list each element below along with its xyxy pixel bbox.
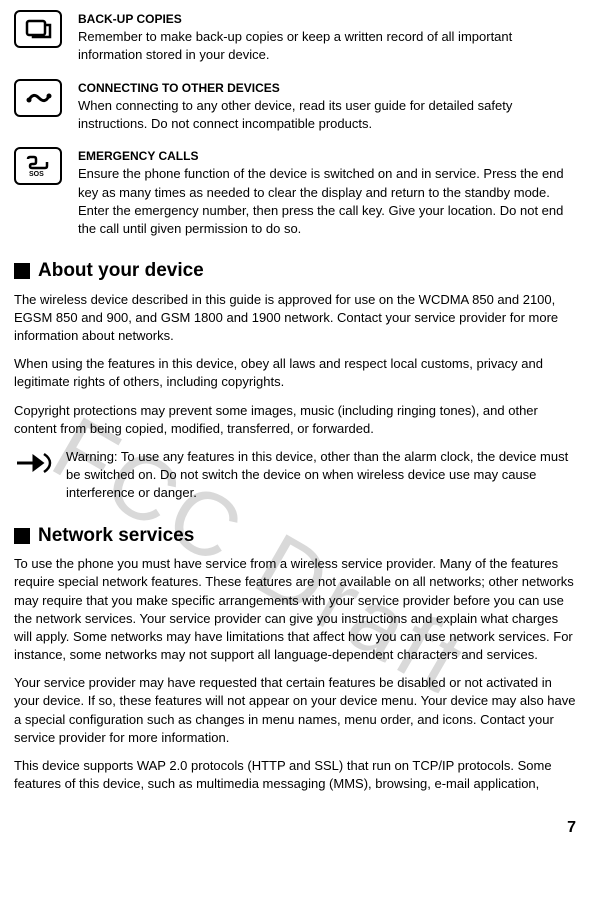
section2-p3: This device supports WAP 2.0 protocols (… xyxy=(14,757,576,793)
info-block-sos: SOS EMERGENCY CALLS Ensure the phone fun… xyxy=(14,147,576,238)
svg-text:SOS: SOS xyxy=(29,171,44,178)
section1-p2: When using the features in this device, … xyxy=(14,355,576,391)
info-block-connect: CONNECTING TO OTHER DEVICES When connect… xyxy=(14,79,576,134)
connect-icon xyxy=(14,79,62,117)
block-title: BACK-UP COPIES xyxy=(78,12,182,26)
section-about-title: About your device xyxy=(14,258,576,285)
info-block-backup: BACK-UP COPIES Remember to make back-up … xyxy=(14,10,576,65)
section2-p2: Your service provider may have requested… xyxy=(14,674,576,747)
section-title-text: About your device xyxy=(38,258,204,285)
block-body: When connecting to any other device, rea… xyxy=(78,98,512,131)
block-title: CONNECTING TO OTHER DEVICES xyxy=(78,81,280,95)
backup-icon xyxy=(14,10,62,48)
sos-icon: SOS xyxy=(14,147,62,185)
block-body: Remember to make back-up copies or keep … xyxy=(78,29,512,62)
warning-icon xyxy=(14,448,54,483)
section-network-title: Network services xyxy=(14,523,576,550)
warning-text: Warning: To use any features in this dev… xyxy=(66,448,576,503)
section1-p1: The wireless device described in this gu… xyxy=(14,291,576,346)
section-bullet xyxy=(14,263,30,279)
warning-block: Warning: To use any features in this dev… xyxy=(14,448,576,503)
section2-p1: To use the phone you must have service f… xyxy=(14,555,576,664)
block-body: Ensure the phone function of the device … xyxy=(78,166,564,236)
section-bullet xyxy=(14,528,30,544)
section-title-text: Network services xyxy=(38,523,194,550)
block-title: EMERGENCY CALLS xyxy=(78,149,198,163)
page-number: 7 xyxy=(14,817,576,839)
section1-p3: Copyright protections may prevent some i… xyxy=(14,402,576,438)
